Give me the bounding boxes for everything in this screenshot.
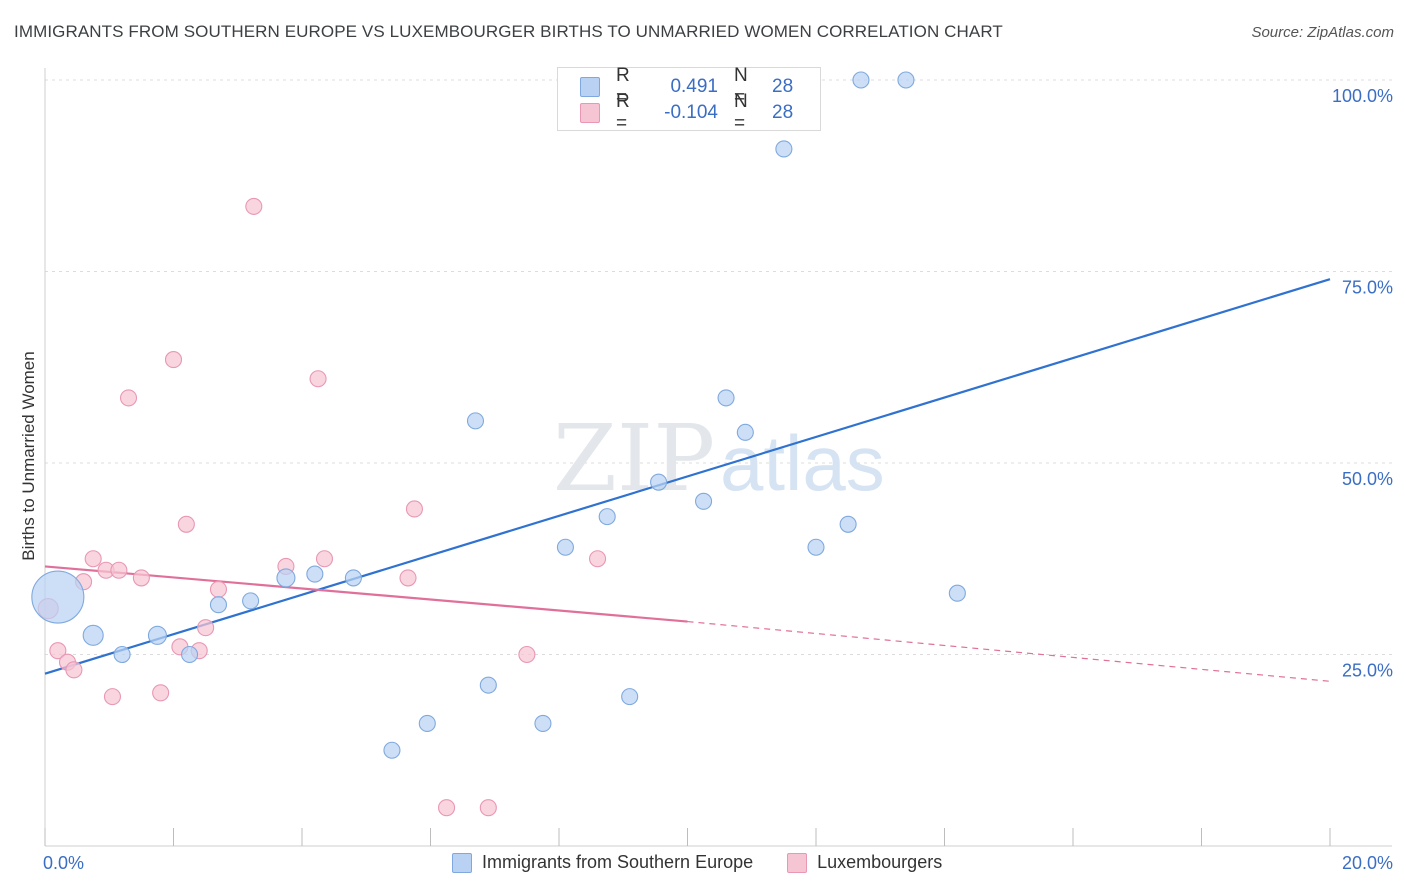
- trendline-luxembourgers: [44, 565, 688, 623]
- point-luxembourgers: [110, 561, 128, 579]
- x-tick-label: 20.0%: [1342, 853, 1393, 873]
- point-southern-europe: [897, 71, 915, 89]
- legend-r-label: R =: [616, 91, 630, 134]
- legend-n-value: 28: [772, 76, 794, 97]
- point-luxembourgers: [197, 619, 215, 637]
- trendline-luxembourgers-extension: [687, 620, 1331, 682]
- point-luxembourgers: [152, 684, 170, 702]
- trendline-southern-europe: [44, 278, 1331, 675]
- legend-r-value: 0.491: [670, 76, 718, 97]
- point-luxembourgers: [245, 197, 263, 215]
- y-tick-label: 50.0%: [1342, 469, 1393, 489]
- point-southern-europe: [852, 71, 870, 89]
- axes: [44, 68, 1392, 847]
- point-southern-europe: [147, 625, 167, 645]
- point-southern-europe: [242, 592, 260, 610]
- legend-label: Immigrants from Southern Europe: [482, 852, 754, 872]
- point-luxembourgers: [479, 799, 497, 817]
- y-tick-label: 75.0%: [1342, 278, 1393, 298]
- legend-item-luxembourgers: Luxembourgers: [787, 852, 942, 873]
- legend-n-label: N =: [734, 91, 748, 134]
- point-southern-europe: [209, 596, 228, 614]
- x-tick-label: 0.0%: [43, 853, 84, 873]
- y-tick-label: 25.0%: [1342, 661, 1393, 681]
- point-southern-europe: [479, 676, 497, 694]
- point-southern-europe: [556, 538, 574, 556]
- point-luxembourgers: [588, 550, 607, 568]
- chart-title: IMMIGRANTS FROM SOUTHERN EUROPE VS LUXEM…: [14, 22, 1003, 41]
- point-southern-europe: [466, 412, 485, 430]
- legend-r-label: R =: [616, 65, 630, 108]
- point-southern-europe: [621, 688, 639, 706]
- point-luxembourgers: [438, 799, 456, 817]
- point-southern-europe: [344, 569, 362, 587]
- point-southern-europe: [383, 741, 401, 759]
- correlation-legend: R = 0.491 N = 28 R = -0.104 N = 28: [557, 65, 821, 134]
- point-southern-europe: [775, 140, 793, 158]
- point-luxembourgers: [405, 500, 423, 518]
- point-southern-europe: [306, 565, 324, 583]
- point-southern-europe: [650, 473, 668, 491]
- point-luxembourgers: [518, 645, 536, 664]
- point-southern-europe: [839, 515, 857, 533]
- point-southern-europe: [807, 538, 825, 556]
- watermark-zip: ZIP: [553, 405, 715, 512]
- legend-item-southern-europe: Immigrants from Southern Europe: [452, 852, 753, 873]
- legend-swatch-pink: [787, 852, 808, 873]
- point-southern-europe: [736, 423, 754, 441]
- legend-r-value: -0.104: [664, 102, 718, 123]
- legend-swatch-pink: [580, 103, 600, 123]
- legend-label: Luxembourgers: [817, 852, 943, 872]
- source-label: Source: ZipAtlas.com: [1251, 24, 1394, 41]
- gridlines: [45, 79, 1392, 655]
- point-luxembourgers: [119, 389, 138, 407]
- point-luxembourgers: [84, 550, 102, 568]
- point-luxembourgers: [103, 688, 122, 706]
- legend-n-value: 28: [772, 102, 794, 123]
- point-luxembourgers: [209, 580, 228, 598]
- point-southern-europe: [695, 492, 713, 510]
- point-southern-europe: [534, 714, 552, 732]
- point-luxembourgers: [164, 351, 183, 369]
- point-southern-europe: [948, 584, 966, 602]
- tick-labels: 25.0% 50.0% 75.0% 100.0% 0.0% 20.0% Births to …: [19, 86, 1393, 873]
- y-tick-label: 100.0%: [1332, 86, 1393, 106]
- point-luxembourgers: [132, 569, 150, 587]
- point-luxembourgers: [177, 515, 195, 533]
- point-southern-europe: [418, 714, 436, 732]
- point-southern-europe: [598, 508, 616, 526]
- point-luxembourgers: [399, 569, 417, 587]
- trendlines: [44, 278, 1331, 682]
- watermark: ZIP atlas: [553, 405, 885, 512]
- point-luxembourgers: [49, 642, 67, 660]
- point-southern-europe: [113, 645, 131, 664]
- legend-n-label: N =: [734, 65, 748, 108]
- legend-swatch-blue: [580, 77, 600, 97]
- y-axis-title: Births to Unmarried Women: [19, 351, 38, 560]
- point-southern-europe: [717, 389, 735, 407]
- point-luxembourgers: [309, 370, 327, 388]
- point-southern-europe: [82, 624, 104, 646]
- point-luxembourgers: [315, 550, 334, 568]
- data-points: [31, 71, 966, 817]
- legend-swatch-blue: [452, 852, 472, 873]
- point-southern-europe: [31, 570, 85, 624]
- series-legend: Immigrants from Southern Europe Luxembou…: [452, 852, 976, 873]
- point-luxembourgers: [65, 661, 83, 679]
- point-southern-europe: [181, 645, 199, 664]
- point-southern-europe: [276, 568, 296, 588]
